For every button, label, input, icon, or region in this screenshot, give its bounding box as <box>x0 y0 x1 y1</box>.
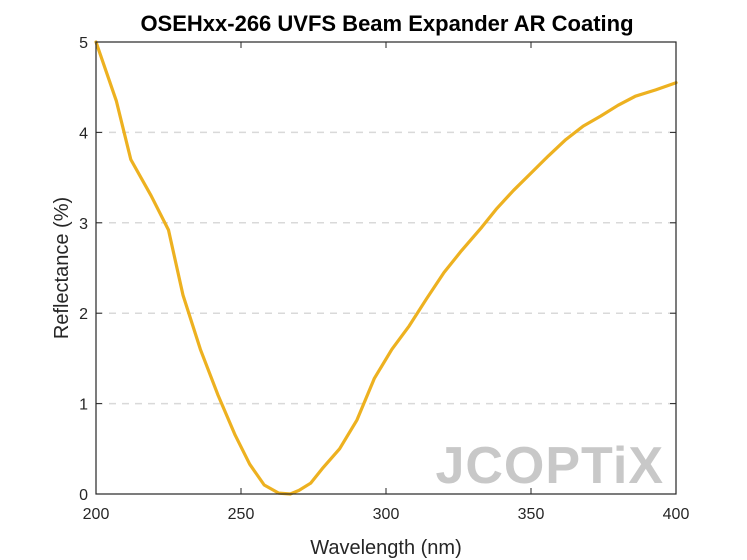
x-tick-label: 350 <box>518 506 545 523</box>
axes-box <box>95 41 677 495</box>
x-axis-label: Wavelength (nm) <box>310 537 462 559</box>
x-axis-ticks: 200 250 300 350 400 <box>83 42 690 523</box>
y-tick-label: 3 <box>79 216 88 233</box>
y-axis-ticks: 0 1 2 3 4 5 <box>79 35 676 504</box>
y-tick-label: 4 <box>79 125 88 142</box>
y-tick-label: 0 <box>79 487 88 504</box>
x-tick-label: 400 <box>663 506 690 523</box>
x-tick-label: 300 <box>373 506 400 523</box>
y-tick-label: 2 <box>79 306 88 323</box>
watermark-logo: JCOPTiX <box>435 437 664 495</box>
chart-title: OSEHxx-266 UVFS Beam Expander AR Coating <box>140 11 633 36</box>
plot-area <box>94 40 678 496</box>
grid-lines <box>96 131 676 405</box>
x-tick-label: 200 <box>83 506 110 523</box>
x-tick-label: 250 <box>228 506 255 523</box>
y-axis-label: Reflectance (%) <box>51 197 73 339</box>
series-line <box>94 40 678 496</box>
y-tick-label: 5 <box>79 35 88 52</box>
y-tick-label: 1 <box>79 397 88 414</box>
